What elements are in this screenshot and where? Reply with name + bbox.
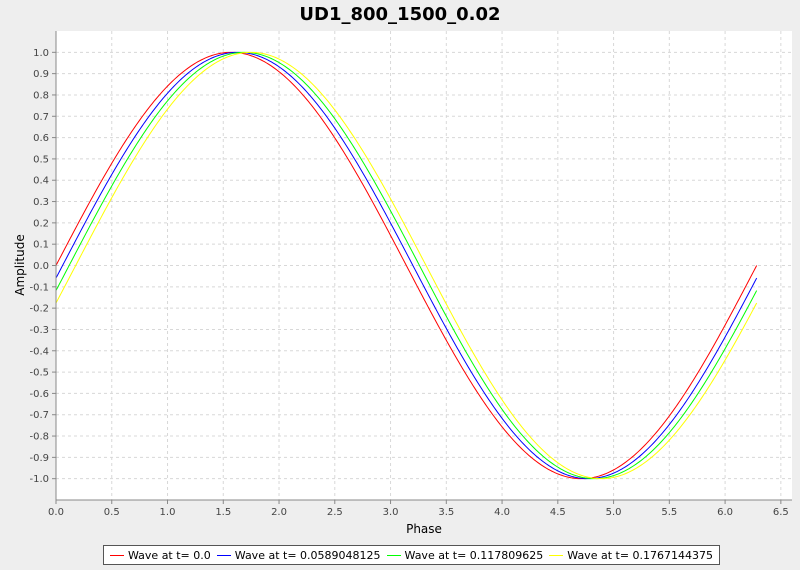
y-tick-label: 0.1 <box>33 240 49 251</box>
y-tick-label: -0.6 <box>29 389 49 400</box>
y-tick-label: 0.6 <box>33 133 49 144</box>
legend-label: Wave at t= 0.0 <box>128 548 211 562</box>
y-tick-label: -0.9 <box>29 453 49 464</box>
y-tick-label: -0.2 <box>29 304 49 315</box>
y-tick-label: 0.7 <box>33 112 49 123</box>
legend-item: Wave at t= 0.117809625 <box>386 548 544 562</box>
y-tick-label: -0.8 <box>29 432 49 443</box>
series-group <box>55 51 758 480</box>
y-tick-label: 0.9 <box>33 69 49 80</box>
y-tick-label: 0.5 <box>33 154 49 165</box>
y-tick-label: -0.4 <box>29 346 49 357</box>
series-line-2 <box>55 51 758 480</box>
x-tick-label: 3.0 <box>383 507 399 518</box>
legend-label: Wave at t= 0.117809625 <box>404 548 544 562</box>
y-tick-label: 0.4 <box>33 176 49 187</box>
y-tick-label: -0.5 <box>29 368 49 379</box>
series-line-0 <box>55 51 758 480</box>
x-tick-label: 5.5 <box>661 507 677 518</box>
x-tick-label: 4.5 <box>550 507 566 518</box>
x-tick-label: 2.5 <box>327 507 343 518</box>
x-tick-label: 4.0 <box>494 507 510 518</box>
x-tick-label: 6.5 <box>773 507 789 518</box>
legend-item: Wave at t= 0.0 <box>110 549 211 562</box>
y-ticks: 1.0 0.9 0.8 0.7 0.6 0.5 0.4 0.3 0.2 0.1 0.0 -0.1 -0.… <box>29 48 56 485</box>
y-tick-label: 1.0 <box>33 48 49 59</box>
legend-swatch <box>549 554 564 556</box>
legend-label: Wave at t= 0.1767144375 <box>567 548 714 562</box>
y-tick-label: -0.3 <box>29 325 49 336</box>
legend-swatch <box>110 554 124 556</box>
y-axis-label: Amplitude <box>13 234 27 296</box>
y-tick-label: -0.7 <box>29 410 49 421</box>
x-tick-label: 1.0 <box>160 507 176 518</box>
y-tick-label: -1.0 <box>29 474 49 485</box>
legend-item: Wave at t= 0.1767144375 <box>549 549 713 562</box>
x-tick-label: 3.5 <box>438 507 454 518</box>
y-tick-label: 0.0 <box>33 261 49 272</box>
legend-item: Wave at t= 0.0589048125 <box>216 548 381 562</box>
legend: Wave at t= 0.0 Wave at t= 0.0589048125 Wav… <box>103 545 721 565</box>
x-tick-label: 6.0 <box>717 507 733 518</box>
legend-label: Wave at t= 0.0589048125 <box>234 548 381 562</box>
y-tick-label: 0.2 <box>33 218 49 229</box>
series-line-3 <box>55 51 758 480</box>
y-tick-label: -0.1 <box>29 282 49 293</box>
x-tick-label: 1.5 <box>215 507 231 518</box>
x-axis-label: Phase <box>406 522 442 536</box>
chart-title: UD1_800_1500_0.02 <box>299 4 501 25</box>
x-tick-label: 5.0 <box>606 507 622 518</box>
legend-swatch <box>386 554 401 556</box>
x-tick-label: 2.0 <box>271 507 287 518</box>
x-tick-label: 0.0 <box>48 507 64 518</box>
series-line-1 <box>55 51 758 480</box>
x-tick-label: 0.5 <box>104 507 120 518</box>
y-tick-label: 0.8 <box>33 90 49 101</box>
legend-swatch <box>216 554 231 556</box>
x-ticks: 0.0 0.5 1.0 1.5 2.0 2.5 3.0 3.5 4.0 4.5 5.0 5.5 6.0 6… <box>48 500 789 518</box>
y-tick-label: 0.3 <box>33 197 49 208</box>
